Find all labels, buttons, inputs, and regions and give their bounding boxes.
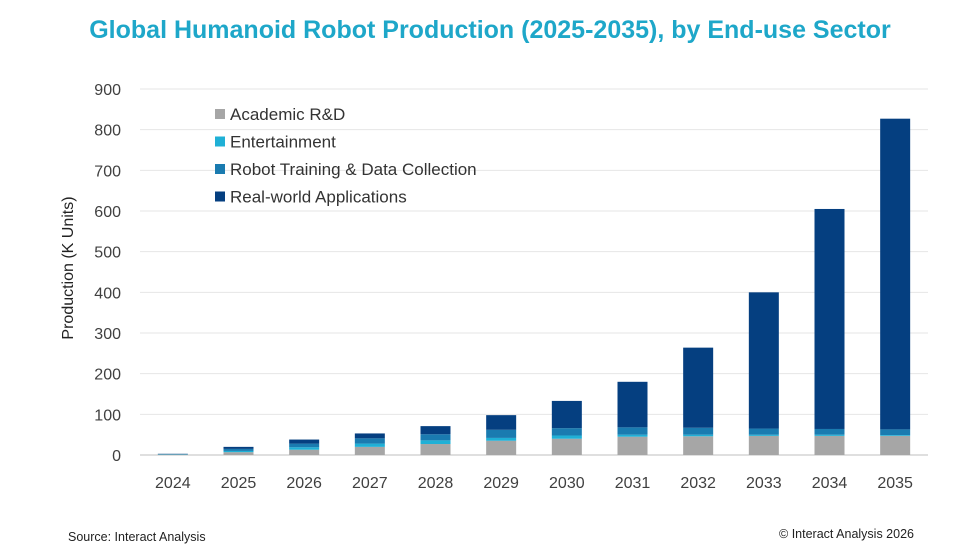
legend-swatch	[215, 164, 225, 174]
bar-segment	[223, 446, 254, 449]
y-tick-label: 200	[94, 367, 121, 384]
bar-segment	[880, 435, 911, 455]
y-tick-label: 600	[94, 204, 121, 221]
bar-segment	[486, 429, 517, 438]
bar-segment	[486, 415, 517, 430]
bar-segment	[354, 433, 385, 439]
x-tick-label: 2026	[286, 475, 322, 492]
x-tick-label: 2030	[549, 475, 585, 492]
y-tick-label: 700	[94, 163, 121, 180]
x-tick-label: 2027	[352, 475, 388, 492]
x-tick-label: 2028	[418, 475, 454, 492]
bar-segment	[551, 428, 582, 436]
bar-segment	[289, 447, 320, 450]
bar-segment	[683, 436, 714, 455]
y-tick-label: 900	[94, 82, 121, 99]
y-tick-label: 500	[94, 245, 121, 262]
bar-segment	[683, 347, 714, 428]
y-tick-label: 300	[94, 326, 121, 343]
legend-swatch	[215, 109, 225, 119]
bar-segment	[354, 438, 385, 444]
bar-segment	[551, 438, 582, 455]
bar-segment	[289, 443, 320, 448]
chart-title: Global Humanoid Robot Production (2025-2…	[89, 16, 891, 44]
y-tick-label: 100	[94, 407, 121, 424]
bar-segment	[354, 446, 385, 455]
x-tick-label: 2024	[155, 475, 191, 492]
bar-segment	[748, 428, 779, 435]
bar-segment	[223, 448, 254, 451]
bar-segment	[683, 434, 714, 437]
legend-label: Real-world Applications	[230, 188, 407, 207]
bar-segment	[551, 435, 582, 439]
legend-swatch	[215, 136, 225, 147]
legend-label: Academic R&D	[230, 105, 345, 124]
bar-segment	[486, 437, 517, 441]
bar-segment	[420, 426, 451, 435]
x-tick-label: 2031	[615, 475, 651, 492]
bar-segment	[880, 429, 911, 436]
bar-segment	[223, 450, 254, 453]
bar-segment	[617, 381, 648, 428]
bar-segment	[814, 428, 845, 435]
gridlines	[140, 88, 928, 456]
bar-segment	[748, 292, 779, 429]
x-tick-label: 2035	[877, 475, 913, 492]
x-tick-label: 2034	[812, 475, 848, 492]
bar-segment	[748, 435, 779, 455]
bar-segment	[617, 436, 648, 455]
y-tick-label: 800	[94, 123, 121, 140]
y-tick-label: 400	[94, 285, 121, 302]
copyright-note: © Interact Analysis 2026	[779, 527, 914, 541]
x-tick-label: 2025	[221, 475, 257, 492]
x-tick-label: 2032	[680, 475, 716, 492]
bar-segment	[289, 439, 320, 444]
source-note: Source: Interact Analysis	[68, 530, 206, 544]
bar-segment	[880, 435, 911, 436]
bar-segment	[420, 440, 451, 445]
x-axis-ticks: 2024 2025 2026 2027 2028 2029 2030 2031 2032 2033…	[155, 475, 913, 492]
bar-segment	[289, 449, 320, 455]
bar-segment	[814, 434, 845, 436]
bar-segment	[814, 208, 845, 429]
legend-swatch	[215, 191, 225, 202]
legend-label: Robot Training & Data Collection	[230, 160, 477, 179]
bar-segment	[420, 434, 451, 441]
bar-segment	[814, 435, 845, 455]
x-tick-label: 2029	[483, 475, 519, 492]
bar-segment	[617, 427, 648, 435]
bars	[157, 118, 911, 455]
bar-segment	[880, 118, 911, 430]
bar-segment	[683, 427, 714, 435]
bar-segment	[617, 434, 648, 437]
x-tick-label: 2033	[746, 475, 782, 492]
y-axis-label: Production (K Units)	[60, 196, 77, 339]
legend-label: Entertainment	[230, 133, 336, 152]
bar-segment	[486, 440, 517, 455]
bar-segment	[748, 434, 779, 436]
y-tick-label: 0	[112, 448, 121, 465]
bar-segment	[223, 452, 254, 455]
bar-segment	[551, 400, 582, 429]
bar-segment	[354, 443, 385, 447]
y-axis-ticks: 0 100 200 300 400 500 600 700 800 900	[94, 82, 121, 465]
bar-segment	[420, 444, 451, 455]
legend[interactable]: Academic R&D Entertainment Robot Training …	[215, 105, 477, 207]
